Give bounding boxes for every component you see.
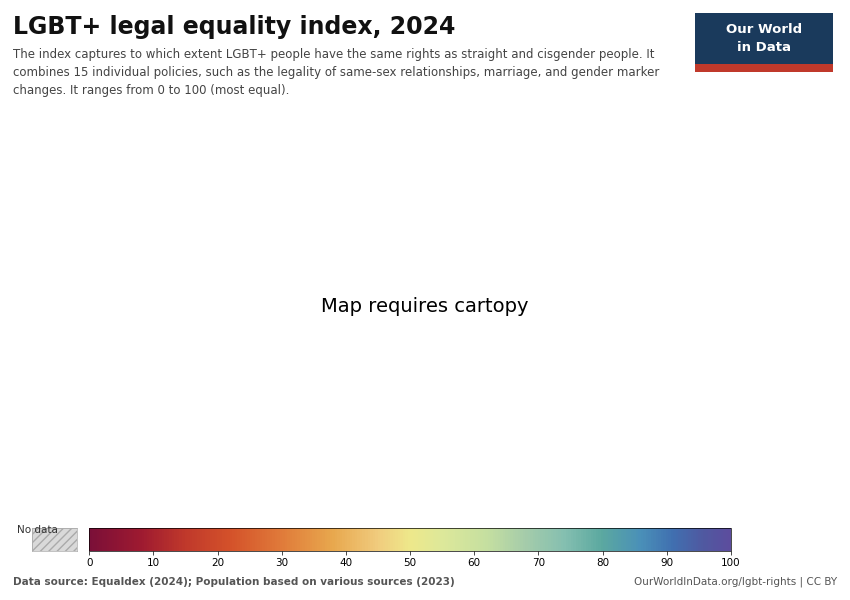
Text: LGBT+ legal equality index, 2024: LGBT+ legal equality index, 2024 xyxy=(13,15,455,39)
Text: OurWorldInData.org/lgbt-rights | CC BY: OurWorldInData.org/lgbt-rights | CC BY xyxy=(634,576,837,587)
Text: Map requires cartopy: Map requires cartopy xyxy=(321,296,529,316)
Text: The index captures to which extent LGBT+ people have the same rights as straight: The index captures to which extent LGBT+… xyxy=(13,48,659,97)
Polygon shape xyxy=(32,528,76,551)
Text: in Data: in Data xyxy=(737,41,791,54)
Bar xyxy=(695,64,833,72)
Text: Our World: Our World xyxy=(726,23,802,36)
Text: No data: No data xyxy=(17,526,58,535)
Text: Data source: Equaldex (2024); Population based on various sources (2023): Data source: Equaldex (2024); Population… xyxy=(13,577,455,587)
